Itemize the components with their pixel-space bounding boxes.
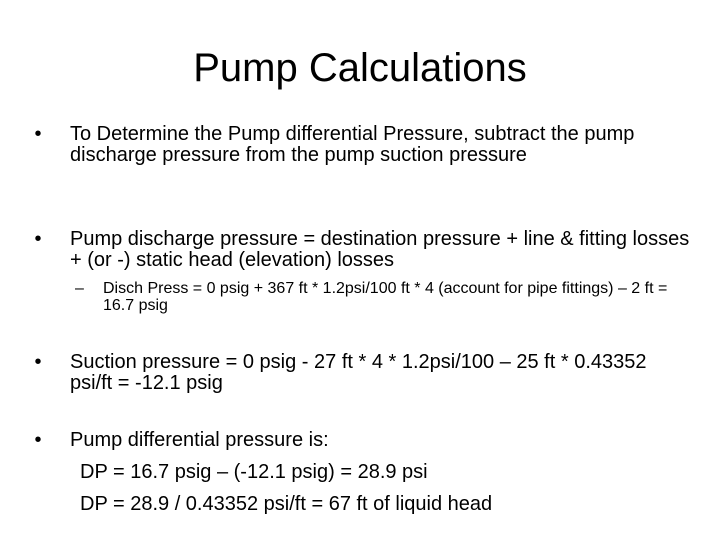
- bullet-marker: •: [34, 123, 42, 145]
- result-line: DP = 16.7 psig – (-12.1 psig) = 28.9 psi: [80, 461, 428, 483]
- bullet-marker: •: [34, 429, 42, 451]
- bullet-item: • Pump discharge pressure = destination …: [34, 228, 690, 271]
- bullet-item: • Pump differential pressure is:: [34, 429, 690, 451]
- bullet-marker: •: [34, 351, 42, 373]
- result-line: DP = 28.9 / 0.43352 psi/ft = 67 ft of li…: [80, 493, 493, 515]
- bullet-item: • To Determine the Pump differential Pre…: [34, 123, 690, 166]
- sub-bullet-item: – Disch Press = 0 psig + 367 ft * 1.2psi…: [75, 280, 693, 314]
- bullet-marker: •: [34, 228, 42, 250]
- bullet-item: • Suction pressure = 0 psig - 27 ft * 4 …: [34, 351, 690, 394]
- sub-bullet-marker: –: [75, 280, 84, 297]
- bullet-text: Pump differential pressure is:: [70, 429, 329, 451]
- bullet-text: Suction pressure = 0 psig - 27 ft * 4 * …: [70, 351, 647, 394]
- sub-bullet-text: Disch Press = 0 psig + 367 ft * 1.2psi/1…: [103, 280, 668, 314]
- bullet-text: Pump discharge pressure = destination pr…: [70, 228, 690, 271]
- bullet-text: To Determine the Pump differential Press…: [70, 123, 635, 166]
- slide-title: Pump Calculations: [193, 46, 527, 90]
